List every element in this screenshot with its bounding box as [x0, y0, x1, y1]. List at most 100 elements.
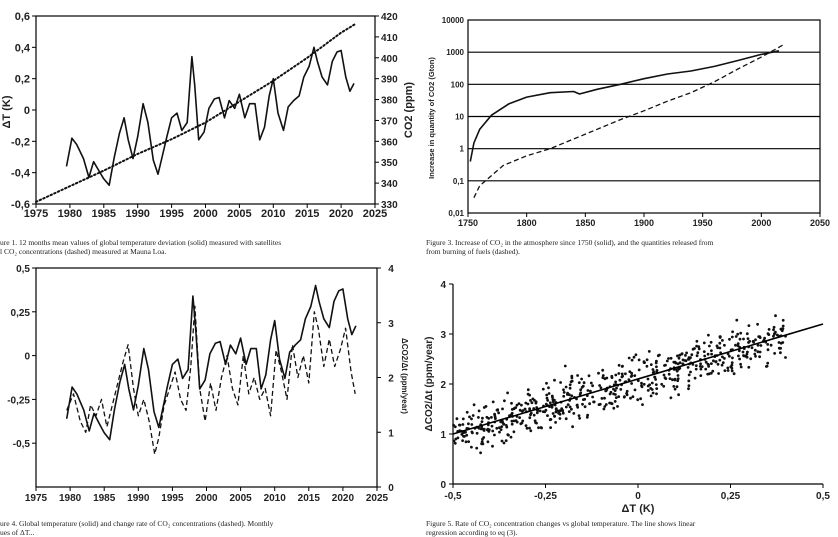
- scatter-point: [676, 379, 680, 383]
- scatter-point: [499, 428, 503, 431]
- series-temperature: [65, 46, 355, 186]
- scatter-point: [746, 337, 750, 340]
- scatter-point: [677, 367, 681, 371]
- x-tick-label: 2000: [195, 493, 218, 504]
- scatter-point: [515, 403, 519, 407]
- scatter-point: [481, 437, 484, 441]
- x-tick-label: 1985: [93, 493, 116, 504]
- scatter-point: [689, 370, 692, 374]
- scatter-point: [636, 398, 640, 402]
- scatter-point: [665, 359, 669, 363]
- regression-line: [452, 323, 824, 435]
- scatter-point: [735, 318, 739, 322]
- scatter-point: [646, 384, 650, 388]
- scatter-point: [704, 360, 708, 364]
- scatter-point: [655, 365, 658, 369]
- scatter-point: [548, 401, 552, 405]
- scatter-points: [452, 314, 787, 455]
- scatter-point: [730, 369, 734, 373]
- y-axis-label: Increase in quantity of CO2 (Gton): [427, 57, 436, 179]
- scatter-point: [723, 357, 726, 360]
- scatter-point: [736, 332, 740, 336]
- scatter-point: [718, 346, 722, 350]
- scatter-point: [510, 408, 514, 411]
- scatter-point: [564, 405, 568, 409]
- scatter-point: [704, 367, 708, 371]
- scatter-point: [739, 331, 743, 335]
- scatter-point: [730, 363, 734, 367]
- y2-tick-label: 410: [381, 33, 398, 44]
- scatter-point: [629, 375, 633, 378]
- x-tick-label: 2020: [329, 208, 353, 220]
- scatter-point: [533, 419, 537, 423]
- scatter-point: [781, 324, 785, 328]
- scatter-point: [528, 426, 531, 430]
- scatter-point: [453, 441, 457, 445]
- figure-4-temperature-co2rate-chart: 1975 1980 1985 1990 1995 2000 2005 2010 2015 2020…: [7, 264, 409, 504]
- scatter-point: [477, 426, 481, 430]
- x-tick-label: 2015: [298, 493, 321, 504]
- scatter-point: [739, 362, 742, 366]
- scatter-point: [650, 381, 654, 385]
- scatter-point: [477, 416, 480, 419]
- y2-axis-label: CO2 (ppm): [403, 82, 415, 139]
- scatter-point: [546, 414, 549, 417]
- scatter-point: [677, 356, 681, 360]
- x-tick-label: 2000: [751, 218, 771, 228]
- scatter-point: [754, 338, 757, 342]
- scatter-point: [572, 412, 576, 415]
- scatter-point: [463, 435, 466, 438]
- scatter-point: [673, 360, 677, 364]
- y2-tick-label: 3: [388, 319, 394, 330]
- figure-3-co2-log-chart: 0,01 0,1 1 10 100 1000 10000 1750 1800 1850 1900 19…: [427, 16, 830, 228]
- scatter-point: [454, 437, 458, 441]
- scatter-point: [620, 372, 624, 376]
- scatter-point: [736, 342, 740, 346]
- x-tick-label: 1850: [575, 218, 595, 228]
- scatter-point: [589, 381, 593, 385]
- scatter-point: [654, 383, 658, 386]
- scatter-point: [747, 324, 751, 327]
- y2-tick-label: 0: [388, 483, 394, 494]
- scatter-point: [586, 389, 590, 392]
- y2-tick-label: 420: [381, 12, 398, 23]
- scatter-point: [633, 388, 637, 392]
- figure-5-caption: Figure 5. Rate of CO₂ concentration chan…: [426, 519, 696, 537]
- scatter-point: [630, 371, 633, 375]
- scatter-point: [721, 361, 725, 364]
- scatter-point: [758, 355, 761, 359]
- y2-axis-label: ΔCO2/Δt (ppm/year): [400, 338, 409, 414]
- scatter-point: [766, 332, 770, 335]
- scatter-point: [560, 407, 564, 411]
- scatter-point: [564, 417, 568, 421]
- scatter-point: [526, 402, 530, 406]
- y-tick-label: 0,25: [11, 308, 31, 319]
- scatter-point: [742, 337, 745, 341]
- scatter-point: [591, 384, 594, 388]
- scatter-point: [562, 391, 566, 394]
- scatter-point: [547, 386, 550, 390]
- scatter-point: [530, 401, 534, 405]
- scatter-point: [728, 354, 731, 358]
- x-tick-label: 1995: [159, 208, 183, 220]
- scatter-point: [585, 415, 589, 419]
- scatter-point: [749, 357, 753, 361]
- scatter-point: [675, 385, 679, 389]
- scatter-point: [731, 356, 734, 360]
- scatter-point: [621, 364, 624, 368]
- scatter-point: [518, 416, 521, 419]
- scatter-point: [699, 374, 703, 377]
- scatter-point: [667, 357, 670, 360]
- scatter-point: [486, 427, 490, 431]
- scatter-point: [556, 409, 560, 413]
- y-tick-label: 0,6: [15, 11, 30, 23]
- scatter-point: [709, 371, 713, 375]
- scatter-point: [639, 397, 642, 401]
- scatter-point: [551, 412, 555, 415]
- x-tick-label: 2025: [363, 208, 387, 220]
- scatter-point: [500, 425, 504, 428]
- scatter-point: [570, 394, 574, 398]
- scatter-point: [697, 345, 701, 349]
- scatter-point: [772, 328, 775, 332]
- scatter-point: [737, 349, 741, 353]
